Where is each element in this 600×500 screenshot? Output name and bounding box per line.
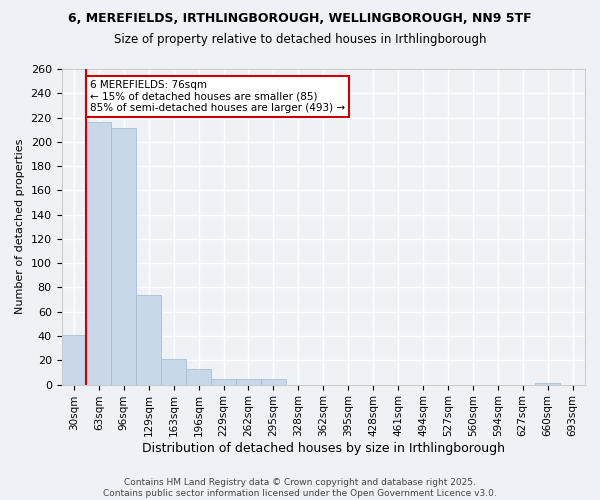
Bar xyxy=(211,378,236,384)
Bar xyxy=(236,378,261,384)
Y-axis label: Number of detached properties: Number of detached properties xyxy=(15,139,25,314)
Bar xyxy=(161,359,186,384)
Text: Contains HM Land Registry data © Crown copyright and database right 2025.
Contai: Contains HM Land Registry data © Crown c… xyxy=(103,478,497,498)
Bar xyxy=(112,128,136,384)
Text: 6 MEREFIELDS: 76sqm
← 15% of detached houses are smaller (85)
85% of semi-detach: 6 MEREFIELDS: 76sqm ← 15% of detached ho… xyxy=(90,80,346,113)
Bar xyxy=(86,122,112,384)
X-axis label: Distribution of detached houses by size in Irthlingborough: Distribution of detached houses by size … xyxy=(142,442,505,455)
Bar xyxy=(261,378,286,384)
Text: Size of property relative to detached houses in Irthlingborough: Size of property relative to detached ho… xyxy=(114,32,486,46)
Bar xyxy=(186,369,211,384)
Bar xyxy=(62,335,86,384)
Bar xyxy=(136,295,161,384)
Text: 6, MEREFIELDS, IRTHLINGBOROUGH, WELLINGBOROUGH, NN9 5TF: 6, MEREFIELDS, IRTHLINGBOROUGH, WELLINGB… xyxy=(68,12,532,26)
